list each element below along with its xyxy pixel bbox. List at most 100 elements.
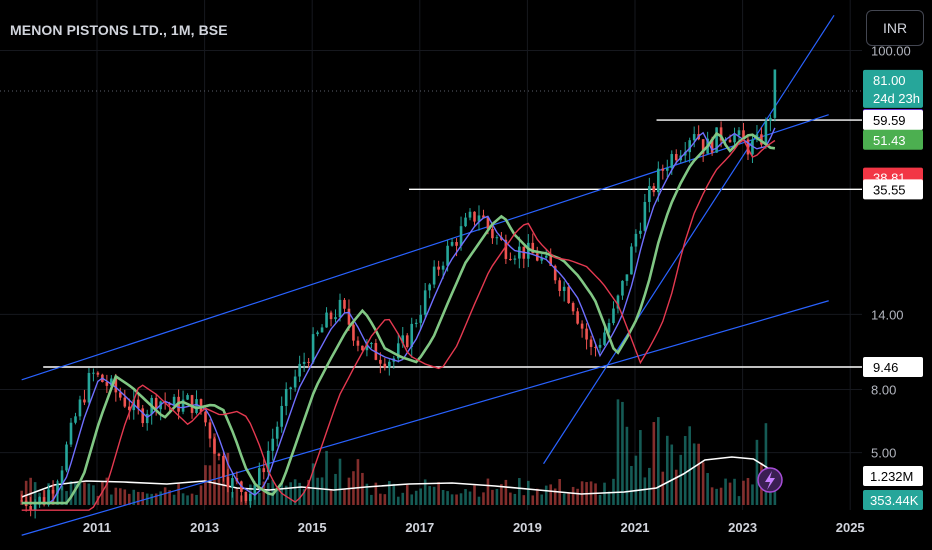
volume-bar [33,482,37,505]
volume-bar [347,477,351,505]
volume-bar [186,495,189,505]
candle [567,283,570,304]
candle [625,274,629,286]
volume-bar [603,482,606,505]
candle [504,234,508,264]
price-axis-tick: 14.00 [871,307,904,322]
candle [329,310,333,327]
candle [87,368,91,406]
volume-bar [692,443,696,505]
candle [74,412,77,425]
candle [648,177,651,213]
candle [535,246,539,262]
volume-bar [302,489,306,505]
candle [29,496,32,517]
volume-bar [231,491,234,505]
candle [450,237,454,247]
volume-bar [437,482,440,505]
volume-bar [621,401,624,505]
alert-lightning-icon[interactable] [757,467,783,493]
svg-text:35.55: 35.55 [873,182,906,197]
volume-bar [526,480,530,505]
volume-bar [101,481,104,505]
volume-bar [657,417,660,505]
volume-bar [719,487,723,505]
volume-tag: 353.44K [863,490,923,510]
volume-bar [450,494,454,505]
candle [383,358,387,371]
volume-bar [598,494,602,505]
candle [69,418,73,448]
candle [423,282,427,318]
candle [222,450,225,482]
horizontal-levels[interactable] [43,119,862,368]
candle [388,359,391,376]
time-axis-tick: 2013 [190,520,219,535]
volume-bar [284,485,288,505]
candle [742,122,745,140]
candle [374,338,378,361]
price-tag: 9.46 [863,357,923,377]
volume-bar [370,494,373,505]
volume-moving-average [21,456,776,498]
volume-bar [388,481,391,505]
volume-bar [455,494,458,505]
candle [661,164,665,180]
volume-bar [208,465,212,505]
volume-bar [576,488,579,505]
trend-line[interactable] [21,114,829,381]
candle [365,339,369,357]
volume-bar [325,450,328,505]
time-axis-tick: 2019 [513,520,542,535]
candle [65,441,68,473]
candle [598,338,602,353]
candle [692,126,696,148]
candle [468,208,472,221]
candle [405,333,409,349]
volume-tag: 1.232M [863,466,923,486]
candle [244,491,248,504]
candle [123,389,127,409]
trend-line[interactable] [543,15,835,465]
candle [482,209,485,219]
volume-bar [509,492,512,505]
volume-bar [392,483,396,505]
volume-bar [764,423,768,505]
candle [293,369,297,392]
candle [630,243,633,275]
svg-text:1.232M: 1.232M [870,469,913,484]
price-candles [20,69,777,519]
candle [136,392,140,415]
volume-bar [127,493,131,505]
volume-bar [235,487,239,505]
volume-bar [482,492,485,505]
volume-bar [724,478,727,505]
candle [594,344,597,357]
volume-bar [643,477,647,505]
time-axis-tick: 2023 [728,520,757,535]
candle [571,301,575,315]
volume-bar [594,483,597,505]
price-axis[interactable]: 100.00 14.00 8.00 5.00 [871,44,911,461]
candle [78,395,82,421]
volume-bar [69,481,73,505]
candle [652,182,656,197]
volume-bar [414,490,418,505]
candle [266,441,270,480]
volume-bar [280,484,284,505]
volume-bar [688,426,691,505]
volume-bar [159,491,162,505]
candle [172,394,176,406]
candle [213,436,216,454]
currency-button[interactable]: INR [866,10,924,46]
moving-average-line [21,138,776,511]
volume-bar [513,493,517,505]
volume-bar [110,494,113,505]
trend-line[interactable] [21,300,829,536]
volume-bar [383,494,387,505]
volume-bar [665,435,669,505]
trend-lines[interactable] [21,15,835,536]
volume-bar [755,439,759,505]
time-axis[interactable]: 2011 2013 2015 2017 2019 2021 2023 2025 [83,520,865,535]
